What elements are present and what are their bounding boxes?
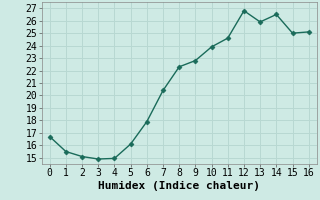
X-axis label: Humidex (Indice chaleur): Humidex (Indice chaleur) bbox=[98, 181, 260, 191]
